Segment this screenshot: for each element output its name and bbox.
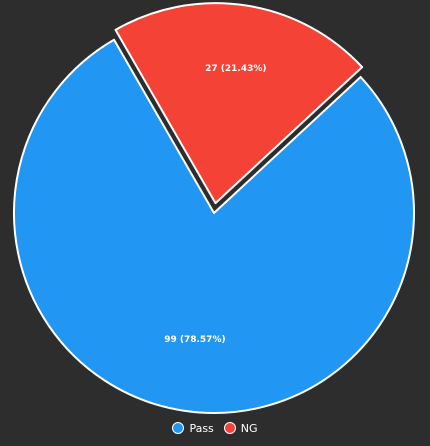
chart-legend: Pass NG [0, 416, 430, 440]
pie-slice-ng[interactable] [114, 2, 364, 205]
pie-slice-pass[interactable] [13, 38, 415, 414]
slice-label-ng: 27 (21.43%) [205, 64, 266, 74]
legend-swatch-ng [223, 422, 236, 434]
slice-label-pass: 99 (78.57%) [164, 335, 225, 345]
legend-swatch-pass [172, 422, 185, 434]
pie-chart-svg: 27 (21.43%) 99 (78.57%) [13, 2, 415, 414]
legend-label-pass: Pass [189, 421, 214, 435]
legend-label-ng: NG [240, 421, 258, 435]
legend-item-ng[interactable]: NG [223, 421, 258, 435]
legend-item-pass[interactable]: Pass [172, 421, 214, 435]
